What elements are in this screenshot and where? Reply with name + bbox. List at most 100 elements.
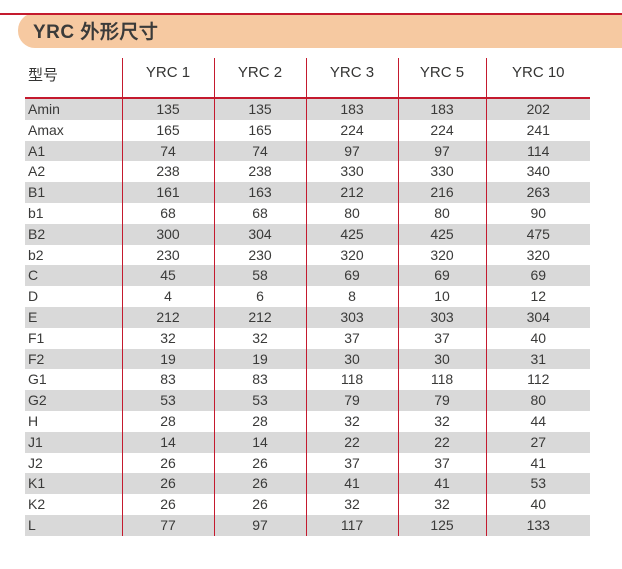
row-label: K2 (25, 494, 123, 515)
cell-value: 224 (306, 119, 399, 141)
table-row: F2 19 19 30 30 31 (25, 348, 590, 370)
cell-value: 74 (122, 140, 215, 162)
row-label: J2 (25, 452, 123, 474)
row-label: D (25, 286, 123, 307)
cell-value: 26 (214, 494, 307, 515)
row-label: B2 (25, 223, 123, 245)
cell-value: 303 (306, 306, 399, 328)
cell-value: 80 (306, 202, 399, 224)
cell-value: 183 (306, 98, 399, 120)
cell-value: 27 (530, 433, 547, 450)
table-row: C 45 58 69 69 69 (25, 265, 590, 287)
cell-value: 165 (122, 119, 215, 141)
cell-value: 263 (526, 184, 550, 201)
table-row: Amax 165 165 224 224 241 (25, 119, 590, 141)
cell-value: 161 (122, 182, 215, 203)
cell-value: 19 (214, 348, 307, 370)
cell-value: 80 (398, 202, 487, 224)
cell-value: 22 (306, 431, 399, 453)
cell-value: 37 (306, 452, 399, 474)
cell-value: 183 (398, 98, 487, 120)
cell-value: 230 (122, 244, 215, 266)
table-body: Amin 135 135 183 183 202 Amax 165 165 224 224 241 A1… (25, 98, 590, 536)
cell-value: 97 (306, 140, 399, 162)
table-row: H 28 28 32 32 44 (25, 410, 590, 432)
cell-value: 80 (530, 392, 547, 409)
cell-value: 12 (530, 288, 547, 305)
row-label: L (25, 514, 123, 536)
row-label: J1 (25, 431, 123, 453)
row-label: b2 (25, 244, 123, 266)
cell-value: 133 (526, 516, 550, 533)
table-row: K1 26 26 41 41 53 (25, 473, 590, 495)
cell-value: 165 (214, 119, 307, 141)
cell-value: 44 (530, 412, 547, 429)
cell-value: 19 (122, 348, 215, 370)
row-label: F2 (25, 348, 123, 370)
column-header: YRC 2 (214, 58, 307, 99)
table-row: B1 161 163 212 216 263 (25, 182, 590, 203)
cell-value: 68 (214, 202, 307, 224)
cell-value: 69 (530, 267, 547, 284)
table-row: b1 68 68 80 80 90 (25, 202, 590, 224)
cell-value: 83 (214, 369, 307, 391)
cell-value: 40 (530, 329, 547, 346)
cell-value: 8 (306, 286, 399, 307)
cell-value: 97 (398, 140, 487, 162)
row-label: Amax (25, 119, 123, 141)
cell-value: 37 (306, 327, 399, 349)
cell-value: 14 (122, 431, 215, 453)
column-header: YRC 1 (122, 58, 215, 99)
cell-value: 97 (214, 514, 307, 536)
table-row: b2 230 230 320 320 320 (25, 244, 590, 266)
cell-value: 90 (530, 204, 547, 221)
cell-value: 26 (122, 473, 215, 495)
cell-value: 32 (398, 410, 487, 432)
dimensions-table: 型号 YRC 1 YRC 2 YRC 3 YRC 5 YRC 10 Amin 135 135 1… (25, 58, 590, 536)
cell-value: 37 (398, 452, 487, 474)
cell-value: 68 (122, 202, 215, 224)
cell-value: 320 (526, 246, 550, 263)
cell-value: 118 (398, 369, 487, 391)
table-row: G1 83 83 118 118 112 (25, 369, 590, 391)
cell-value: 79 (306, 390, 399, 411)
row-label: C (25, 265, 123, 287)
cell-value: 58 (214, 265, 307, 287)
cell-value: 32 (214, 327, 307, 349)
column-header: YRC 5 (398, 58, 487, 99)
table-row: F1 32 32 37 37 40 (25, 327, 590, 349)
cell-value: 224 (398, 119, 487, 141)
cell-value: 74 (214, 140, 307, 162)
cell-value: 28 (122, 410, 215, 432)
row-label: G1 (25, 369, 123, 391)
cell-value: 69 (306, 265, 399, 287)
cell-value: 41 (530, 454, 547, 471)
cell-value: 212 (122, 306, 215, 328)
cell-value: 114 (527, 142, 550, 159)
cell-value: 32 (306, 410, 399, 432)
cell-value: 425 (306, 223, 399, 245)
cell-value: 41 (306, 473, 399, 495)
cell-value: 22 (398, 431, 487, 453)
cell-value: 10 (398, 286, 487, 307)
cell-value: 30 (398, 348, 487, 370)
table-row: D 4 6 8 10 12 (25, 286, 590, 307)
cell-value: 26 (122, 452, 215, 474)
cell-value: 300 (122, 223, 215, 245)
table-row: J1 14 14 22 22 27 (25, 431, 590, 453)
cell-value: 135 (214, 98, 307, 120)
cell-value: 118 (306, 369, 399, 391)
table-row: J2 26 26 37 37 41 (25, 452, 590, 474)
cell-value: 45 (122, 265, 215, 287)
cell-value: 32 (398, 494, 487, 515)
cell-value: 26 (214, 473, 307, 495)
cell-value: 340 (526, 163, 550, 180)
cell-value: 32 (122, 327, 215, 349)
table-row: Amin 135 135 183 183 202 (25, 98, 590, 120)
cell-value: 212 (214, 306, 307, 328)
page-title: YRC 外形尺寸 (33, 22, 159, 43)
cell-value: 330 (398, 161, 487, 183)
cell-value: 202 (526, 101, 550, 117)
row-label: A1 (25, 140, 123, 162)
cell-value: 53 (122, 390, 215, 411)
